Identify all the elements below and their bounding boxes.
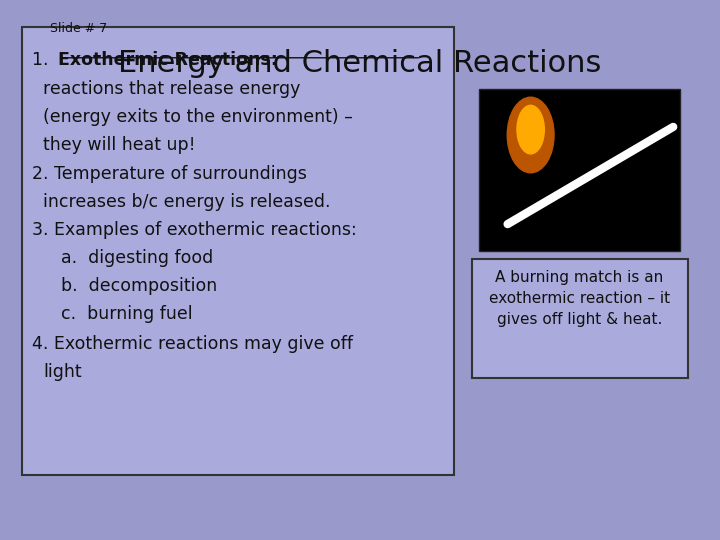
FancyBboxPatch shape bbox=[472, 259, 688, 378]
Text: light: light bbox=[43, 363, 82, 381]
Text: Exothermic Reactions:: Exothermic Reactions: bbox=[58, 51, 277, 69]
Text: 4. Exothermic reactions may give off: 4. Exothermic reactions may give off bbox=[32, 335, 354, 353]
Text: 3. Examples of exothermic reactions:: 3. Examples of exothermic reactions: bbox=[32, 221, 357, 239]
Ellipse shape bbox=[517, 105, 544, 154]
Text: (energy exits to the environment) –: (energy exits to the environment) – bbox=[43, 108, 353, 126]
Text: A burning match is an
exothermic reaction – it
gives off light & heat.: A burning match is an exothermic reactio… bbox=[489, 270, 670, 327]
Text: Slide # 7: Slide # 7 bbox=[50, 22, 108, 35]
Text: a.  digesting food: a. digesting food bbox=[61, 249, 213, 267]
Text: 2. Temperature of surroundings: 2. Temperature of surroundings bbox=[32, 165, 307, 183]
Text: reactions that release energy: reactions that release energy bbox=[43, 80, 300, 98]
Text: c.  burning fuel: c. burning fuel bbox=[61, 305, 193, 323]
Text: they will heat up!: they will heat up! bbox=[43, 136, 196, 154]
Text: increases b/c energy is released.: increases b/c energy is released. bbox=[43, 193, 330, 211]
Text: 1.: 1. bbox=[32, 51, 55, 69]
FancyBboxPatch shape bbox=[479, 89, 680, 251]
Text: b.  decomposition: b. decomposition bbox=[61, 277, 217, 295]
Text: Energy and Chemical Reactions: Energy and Chemical Reactions bbox=[118, 49, 602, 78]
Ellipse shape bbox=[507, 97, 554, 173]
FancyBboxPatch shape bbox=[22, 27, 454, 475]
